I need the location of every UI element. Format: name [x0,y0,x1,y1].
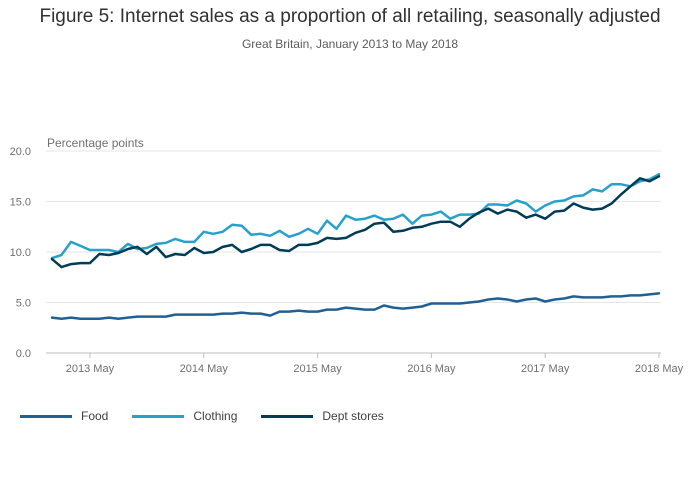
y-axis-label: Percentage points [47,136,144,150]
y-tick-label: 10.0 [10,247,31,259]
line-chart: Percentage points 0.0 5.0 10.0 15.0 20.0 201… [10,136,684,375]
series-line-dept-stores[interactable] [50,175,661,269]
legend-label-clothing: Clothing [193,409,238,423]
legend-item-clothing[interactable]: Clothing [132,409,237,423]
legend-label-dept-stores: Dept stores [322,409,384,423]
legend-swatch-food [20,414,72,418]
x-tick-label: 2013 May [66,363,115,375]
x-axis-ticks: 2013 May 2014 May 2015 May 2016 May 2017 May… [66,353,684,375]
y-tick-label: 15.0 [10,197,31,209]
y-tick-label: 0.0 [16,348,31,360]
y-tick-label: 5.0 [16,298,31,310]
series-line-clothing[interactable] [50,172,661,260]
series-lines [50,172,661,320]
gridlines [46,150,661,354]
y-tick-label: 20.0 [10,146,31,158]
legend: Food Clothing Dept stores [20,409,384,423]
x-tick-label: 2016 May [407,363,456,375]
x-tick-label: 2015 May [293,363,342,375]
legend-item-dept-stores[interactable]: Dept stores [261,409,384,423]
chart-subtitle: Great Britain, January 2013 to May 2018 [241,37,459,51]
x-tick-label: 2014 May [180,363,229,375]
legend-swatch-clothing [132,414,185,418]
series-line-food[interactable] [50,292,661,320]
x-tick-label: 2017 May [521,363,570,375]
chart-title: Figure 5: Internet sales as a proportion… [39,6,661,27]
legend-label-food: Food [81,409,109,423]
legend-swatch-dept-stores [261,414,314,418]
legend-item-food[interactable]: Food [20,409,108,423]
x-tick-label: 2018 May [635,363,684,375]
y-axis-ticks: 0.0 5.0 10.0 15.0 20.0 [10,146,31,360]
